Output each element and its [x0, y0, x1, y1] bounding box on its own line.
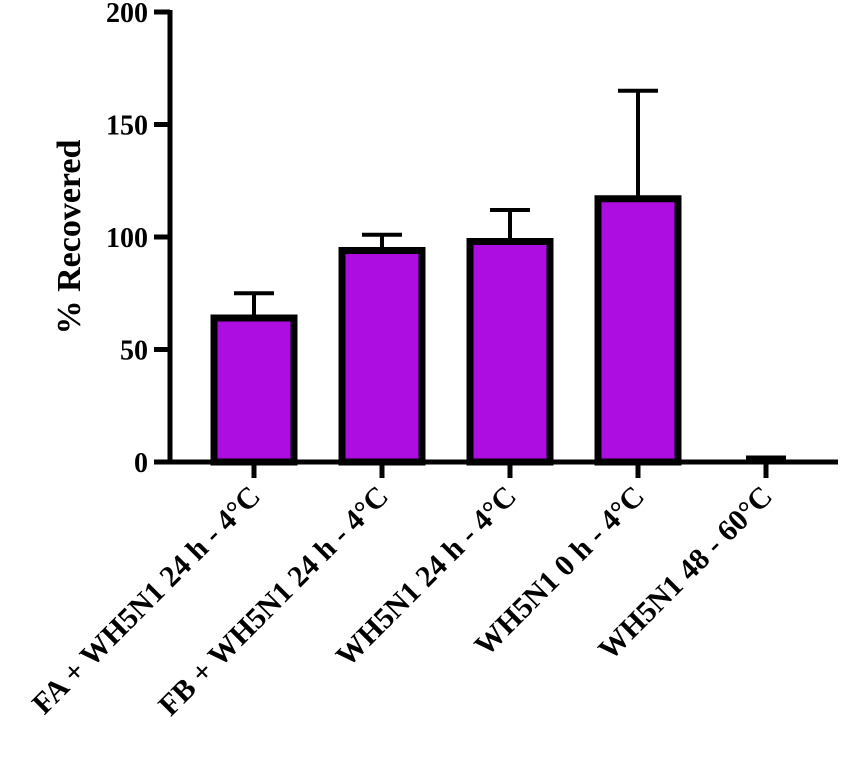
- error-bars: [234, 88, 786, 462]
- bar: [466, 238, 554, 466]
- y-axis-title: % Recovered: [51, 140, 88, 335]
- bars: [210, 195, 682, 466]
- bar: [594, 195, 682, 466]
- x-tick-labels: FA + WH5N1 24 h - 4°CFB + WH5N1 24 h - 4…: [26, 462, 779, 722]
- y-tick-label: 150: [106, 111, 148, 142]
- bar: [338, 247, 426, 466]
- x-tick-label: FA + WH5N1 24 h - 4°C: [26, 480, 267, 721]
- bar: [210, 314, 298, 466]
- y-tick-label: 100: [106, 223, 148, 254]
- y-tick-label: 200: [106, 0, 148, 29]
- y-tick-label: 0: [134, 448, 148, 479]
- y-tick-label: 50: [120, 336, 148, 367]
- x-tick-label: FB + WH5N1 24 h - 4°C: [152, 480, 395, 723]
- y-ticks: 0 50 100 150 200: [106, 0, 170, 479]
